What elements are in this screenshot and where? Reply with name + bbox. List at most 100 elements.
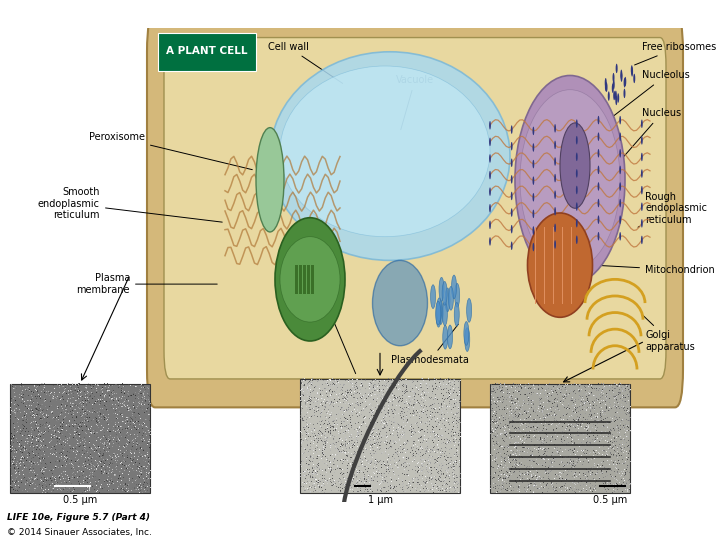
Ellipse shape [576, 169, 577, 178]
Ellipse shape [641, 119, 643, 128]
Ellipse shape [443, 326, 448, 349]
Ellipse shape [510, 125, 513, 134]
Ellipse shape [510, 142, 513, 151]
Text: 1 μm: 1 μm [367, 495, 392, 505]
Ellipse shape [641, 169, 643, 178]
Ellipse shape [533, 177, 534, 185]
Ellipse shape [576, 219, 577, 227]
Bar [311, 265, 314, 294]
Text: Nucleus: Nucleus [622, 109, 681, 159]
Text: Free ribosomes: Free ribosomes [634, 42, 716, 65]
Ellipse shape [439, 278, 444, 301]
Ellipse shape [436, 303, 441, 327]
Ellipse shape [619, 182, 621, 191]
Ellipse shape [489, 121, 491, 130]
Ellipse shape [598, 199, 599, 207]
Ellipse shape [613, 73, 614, 83]
Ellipse shape [613, 80, 615, 89]
Text: Plasmodesmata: Plasmodesmata [391, 324, 469, 365]
Text: Vacuole: Vacuole [396, 75, 434, 130]
Ellipse shape [554, 140, 556, 149]
Ellipse shape [372, 260, 428, 346]
Ellipse shape [436, 301, 441, 325]
Ellipse shape [445, 288, 450, 312]
Ellipse shape [454, 302, 459, 326]
Text: Rough
endoplasmic
reticulum: Rough endoplasmic reticulum [638, 192, 707, 227]
Ellipse shape [606, 83, 608, 92]
Ellipse shape [576, 136, 577, 145]
Ellipse shape [598, 132, 599, 141]
Ellipse shape [280, 66, 490, 237]
Ellipse shape [489, 187, 491, 196]
FancyBboxPatch shape [490, 383, 630, 492]
Ellipse shape [612, 84, 613, 93]
Ellipse shape [554, 174, 556, 183]
Ellipse shape [520, 90, 620, 270]
Ellipse shape [554, 207, 556, 215]
Ellipse shape [448, 325, 453, 349]
Ellipse shape [489, 204, 491, 213]
Text: Plasma
membrane: Plasma membrane [76, 273, 217, 295]
Ellipse shape [510, 241, 513, 250]
Ellipse shape [510, 159, 513, 167]
Ellipse shape [619, 132, 621, 141]
Ellipse shape [554, 191, 556, 199]
Ellipse shape [624, 89, 626, 98]
Ellipse shape [621, 72, 623, 82]
Ellipse shape [489, 237, 491, 246]
FancyBboxPatch shape [164, 38, 666, 379]
Text: Mitochondrion: Mitochondrion [595, 265, 715, 275]
Ellipse shape [533, 143, 534, 152]
Ellipse shape [616, 96, 617, 105]
Text: 0.5 μm: 0.5 μm [63, 495, 97, 505]
Text: Cell wall: Cell wall [268, 42, 343, 83]
Text: A PLANT CELL: A PLANT CELL [166, 46, 248, 56]
Ellipse shape [554, 124, 556, 133]
Ellipse shape [631, 65, 633, 75]
Text: Golgi
apparatus: Golgi apparatus [642, 314, 695, 352]
Ellipse shape [641, 136, 643, 145]
Ellipse shape [515, 76, 625, 284]
Ellipse shape [624, 78, 626, 87]
Ellipse shape [631, 67, 633, 77]
Bar [307, 265, 310, 294]
Text: 0.5 μm: 0.5 μm [593, 495, 627, 505]
Ellipse shape [615, 91, 617, 100]
Ellipse shape [510, 175, 513, 184]
Ellipse shape [510, 208, 513, 217]
Text: Nucleolus: Nucleolus [582, 71, 690, 140]
Ellipse shape [560, 123, 590, 208]
Ellipse shape [619, 199, 621, 207]
Ellipse shape [533, 243, 534, 251]
Ellipse shape [489, 154, 491, 163]
Ellipse shape [442, 281, 447, 305]
Ellipse shape [464, 321, 469, 345]
Ellipse shape [605, 82, 607, 91]
Ellipse shape [619, 232, 621, 240]
Ellipse shape [621, 70, 622, 79]
Ellipse shape [617, 93, 619, 103]
Ellipse shape [554, 157, 556, 166]
Ellipse shape [528, 213, 593, 318]
Ellipse shape [608, 91, 610, 101]
Ellipse shape [616, 64, 618, 73]
Ellipse shape [576, 152, 577, 161]
Bar [299, 265, 302, 294]
Ellipse shape [431, 285, 436, 308]
Ellipse shape [275, 218, 345, 341]
Ellipse shape [467, 299, 472, 322]
Ellipse shape [576, 186, 577, 194]
Bar [303, 265, 306, 294]
Ellipse shape [533, 226, 534, 235]
FancyBboxPatch shape [147, 14, 683, 407]
FancyBboxPatch shape [158, 33, 256, 71]
Ellipse shape [619, 116, 621, 124]
Text: © 2014 Sinauer Associates, Inc.: © 2014 Sinauer Associates, Inc. [7, 528, 152, 537]
Ellipse shape [598, 166, 599, 174]
Ellipse shape [533, 193, 534, 201]
Text: Figure 5.7  Eukaryotic Cells (Part 4): Figure 5.7 Eukaryotic Cells (Part 4) [6, 8, 275, 23]
Ellipse shape [442, 302, 447, 326]
Ellipse shape [454, 284, 459, 307]
Text: Smooth
endoplasmic
reticulum: Smooth endoplasmic reticulum [38, 187, 222, 222]
Ellipse shape [449, 286, 454, 310]
